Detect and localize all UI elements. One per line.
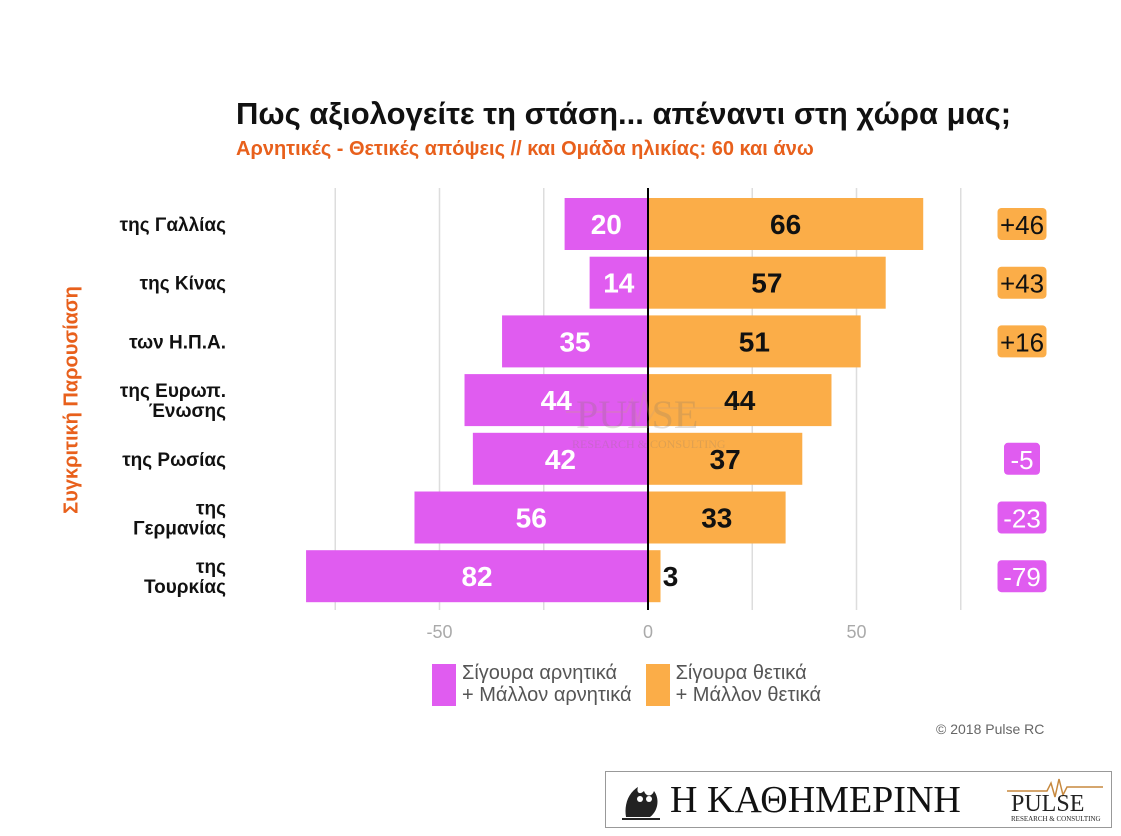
category-label: Γερμανίας xyxy=(133,519,226,540)
bar-negative xyxy=(464,374,648,427)
data-label-positive: 33 xyxy=(701,503,732,534)
data-label-positive: 66 xyxy=(770,209,801,240)
net-badge-label: -23 xyxy=(1003,504,1041,534)
data-label-positive: 3 xyxy=(663,561,679,592)
pulse-logo-icon: PULSE RESEARCH & CONSULTING xyxy=(1007,778,1103,823)
legend-label-negative: Σίγουρα αρνητικά + Μάλλον αρνητικά xyxy=(462,662,632,706)
bar-positive xyxy=(648,256,886,309)
data-label-positive: 57 xyxy=(751,268,782,299)
data-label-positive: 51 xyxy=(739,326,770,357)
net-badge xyxy=(997,325,1047,358)
legend-label-positive: Σίγουρα θετικά + Μάλλον θετικά xyxy=(676,662,822,706)
legend-positive-line-2: + Μάλλον θετικά xyxy=(675,684,822,706)
category-label: της xyxy=(196,499,226,520)
bar-positive xyxy=(648,315,861,368)
net-badge xyxy=(997,266,1047,299)
data-label-negative: 82 xyxy=(461,561,492,592)
legend-item-negative: Σίγουρα αρνητικά + Μάλλον αρνητικά xyxy=(432,662,632,706)
x-tick-label: 0 xyxy=(643,622,653,642)
bar-negative xyxy=(564,198,648,250)
legend-item-positive: Σίγουρα θετικά + Μάλλον θετικά xyxy=(645,662,822,706)
bar-negative xyxy=(472,432,648,485)
pulse-logo-name: PULSE xyxy=(1011,791,1084,817)
x-tick-label: 50 xyxy=(846,622,866,642)
owl-logo-icon xyxy=(622,786,660,820)
bar-negative xyxy=(589,256,648,309)
data-label-positive: 37 xyxy=(710,444,741,475)
legend-positive-line-1: Σίγουρα θετικά xyxy=(675,662,807,684)
bar-negative xyxy=(306,550,648,603)
bar-positive xyxy=(648,550,661,603)
category-label: Τουρκίας xyxy=(144,577,226,598)
category-label: της Γαλλίας xyxy=(120,215,226,236)
data-label-negative: 44 xyxy=(541,385,573,416)
net-badge-label: -5 xyxy=(1010,445,1033,475)
bar-positive xyxy=(648,198,924,250)
net-badge xyxy=(997,501,1047,534)
net-badge xyxy=(997,208,1047,240)
net-badge xyxy=(997,560,1047,593)
copyright-text: © 2018 Pulse RC xyxy=(936,721,1045,737)
data-label-negative: 20 xyxy=(591,209,622,240)
footer-logos: Η ΚΑΘΗΜΕΡΙΝΗ PULSE RESEARCH & CONSULTING xyxy=(605,771,1112,828)
category-label: της xyxy=(196,557,226,578)
category-label: των Η.Π.Α. xyxy=(129,332,226,353)
chart-subtitle: Αρνητικές - Θετικές απόψεις // και Ομάδα… xyxy=(236,138,814,160)
bar-negative xyxy=(414,491,648,544)
diverging-bar-chart: -50 0 50 20 66 της Γαλλίας +46 14 57 της Κίνας +43… xyxy=(120,188,1047,642)
category-label: της Κίνας xyxy=(140,274,226,295)
data-label-negative: 35 xyxy=(559,326,590,357)
net-badge-label: +16 xyxy=(1000,327,1044,357)
data-label-positive: 44 xyxy=(724,385,756,416)
legend-swatch-positive xyxy=(645,664,670,706)
data-label-negative: 42 xyxy=(545,444,576,475)
legend-negative-line-1: Σίγουρα αρνητικά xyxy=(462,662,618,684)
data-label-negative: 56 xyxy=(516,503,547,534)
category-label: της Ευρωπ. xyxy=(120,381,226,402)
chart-title: Πως αξιολογείτε τη στάση... απέναντι στη… xyxy=(236,96,1012,131)
bar-negative xyxy=(502,315,648,368)
net-badge-label: -79 xyxy=(1003,562,1041,592)
net-badge xyxy=(1004,442,1040,475)
bar-positive xyxy=(648,491,786,544)
pulse-logo-tagline: RESEARCH & CONSULTING xyxy=(1011,815,1101,823)
category-label: της Ρωσίας xyxy=(122,450,226,471)
net-badge-label: +46 xyxy=(1000,210,1044,240)
category-label: Ένωσης xyxy=(149,401,226,422)
legend-swatch-negative xyxy=(432,664,456,706)
bar-positive xyxy=(648,432,803,485)
net-badge-label: +43 xyxy=(1000,269,1044,299)
legend: Σίγουρα αρνητικά + Μάλλον αρνητικά Σίγου… xyxy=(432,662,825,706)
legend-negative-line-2: + Μάλλον αρνητικά xyxy=(462,684,632,706)
data-label-negative: 14 xyxy=(603,268,635,299)
x-tick-label: -50 xyxy=(426,622,452,642)
bar-positive xyxy=(648,374,832,427)
newspaper-logo: Η ΚΑΘΗΜΕΡΙΝΗ xyxy=(670,778,961,821)
